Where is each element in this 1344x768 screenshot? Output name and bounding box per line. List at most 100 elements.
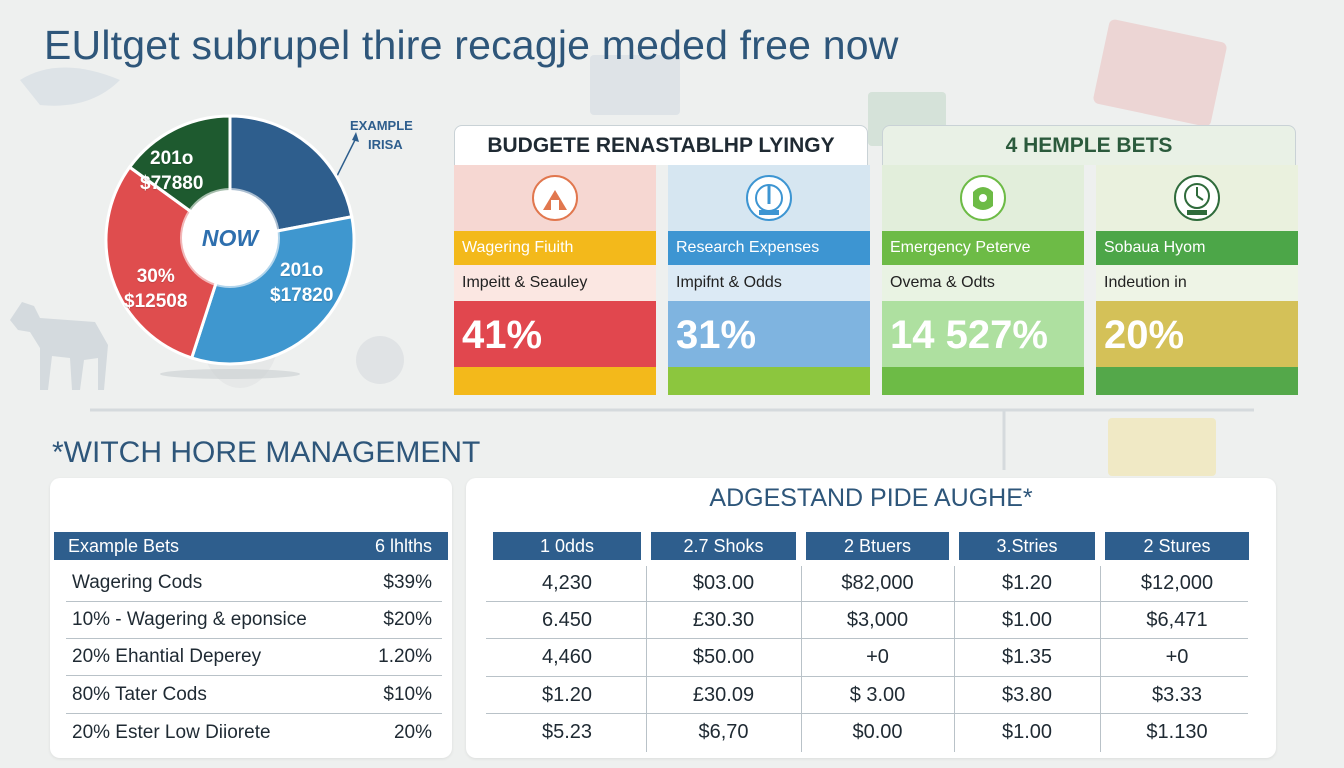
card-wagering: Wagering Fiuith Impeitt & Seauley 41% — [454, 165, 656, 395]
table-cell: 4,460 — [541, 646, 593, 668]
pie-center-label: NOW — [182, 190, 278, 286]
table-cell: $1.35 — [1001, 646, 1053, 668]
card-emergency: Emergency Peterve Ovema & Odts 14 527% — [882, 165, 1084, 395]
table-cell: +0 — [866, 646, 889, 668]
card-value-text: 20% — [1104, 313, 1185, 357]
house-icon — [532, 175, 578, 221]
table-cell: $0.00 — [852, 721, 903, 743]
table-cell: $3.80 — [1001, 684, 1053, 706]
row-value: $10% — [383, 684, 432, 705]
card-bar — [882, 367, 1084, 395]
table-cell: $5.23 — [541, 721, 593, 743]
table-cell: $1.00 — [1001, 721, 1053, 743]
card-bar — [668, 367, 870, 395]
slice-label-red-amount: $12508 — [124, 291, 188, 312]
col-divider — [954, 566, 955, 752]
section-title: *WITCH HORE MANAGEMENT — [52, 436, 481, 469]
col-divider — [646, 566, 647, 752]
table-cell: $1.20 — [541, 684, 593, 706]
table-cell: $1.130 — [1146, 721, 1208, 743]
col-header: 2.7 Shoks — [651, 532, 796, 560]
card-top — [454, 165, 656, 231]
table-cell: 4,230 — [541, 572, 593, 594]
card-subtitle: Indeution in — [1096, 265, 1298, 301]
table-cell: £30.30 — [692, 609, 755, 631]
card-value: 31% — [668, 301, 870, 395]
col-header: 3.Stries — [959, 532, 1095, 560]
card-top — [1096, 165, 1298, 231]
bets-panel-header: 4 HEMPLE BETS — [882, 125, 1296, 165]
row-label: Wagering Cods — [72, 572, 203, 593]
table-cell: £30.09 — [692, 684, 755, 706]
horse-silhouette — [10, 302, 108, 390]
row-divider — [486, 601, 1248, 602]
pie-shadow — [160, 369, 300, 379]
row-label: 20% Ester Low Diiorete — [72, 721, 271, 743]
table-cell: $82,000 — [841, 572, 914, 594]
card-value-text: 41% — [462, 313, 543, 357]
row-label: 80% Tater Cods — [72, 684, 207, 705]
table-cell: 6.450 — [541, 609, 593, 631]
row-divider — [486, 676, 1248, 677]
row-value: $39% — [383, 572, 432, 593]
card-top — [882, 165, 1084, 231]
pie-slice-3 — [104, 165, 232, 360]
col-divider — [1100, 566, 1101, 752]
example-legend-line-2: IRISA — [368, 137, 403, 152]
table-cell: $ 3.00 — [849, 684, 906, 706]
row-label: 10% - Wagering & eponsice — [72, 609, 307, 630]
card-bar — [454, 367, 656, 395]
table-cell: +0 — [1165, 646, 1189, 668]
card-label: Research Expenses — [668, 231, 870, 265]
card-subtitle: Impeitt & Seauley — [454, 265, 656, 301]
table-row: Wagering Cods $39% — [66, 565, 442, 602]
table-cell: $3,000 — [846, 609, 909, 631]
col-header: 2 Stures — [1105, 532, 1249, 560]
col-divider — [801, 566, 802, 752]
left-table-card — [50, 478, 452, 758]
table-cell: $50.00 — [692, 646, 755, 668]
table-cell: $03.00 — [692, 572, 755, 594]
card-value: 14 527% — [882, 301, 1084, 395]
shield-icon — [960, 175, 1006, 221]
table-cell: $3.33 — [1151, 684, 1203, 706]
slice-label-red: 30% $12508 — [124, 264, 187, 314]
card-value: 41% — [454, 301, 656, 395]
table-cell: $1.00 — [1001, 609, 1053, 631]
row-value: 1.20% — [378, 646, 432, 667]
left-table-header: Example Bets 6 lhlths — [54, 532, 448, 560]
clock-icon — [1174, 175, 1220, 221]
table-cell: $1.20 — [1001, 572, 1053, 594]
example-legend-line-1: EXAMPLE — [350, 118, 413, 133]
slice-label-red-percent: 30% — [136, 266, 175, 287]
card-value: 20% — [1096, 301, 1298, 395]
slice-label-green-amount: $77880 — [140, 173, 204, 194]
table-row: 80% Tater Cods $10% — [66, 677, 442, 714]
slice-label-blue-amount: $17820 — [270, 285, 334, 306]
slice-label-green: 201o $77880 — [140, 146, 203, 196]
slice-label-blue-year: 201o — [280, 260, 324, 281]
table-row: 20% Ehantial Deperey 1.20% — [66, 639, 442, 676]
row-value: $20% — [383, 609, 432, 630]
slice-label-blue: 201o $17820 — [270, 258, 333, 308]
card-subtitle: Impifnt & Odds — [668, 265, 870, 301]
table-cell: $12,000 — [1140, 572, 1214, 594]
example-legend: EXAMPLE IRISA — [350, 116, 413, 154]
card-subtitle: Ovema & Odts — [882, 265, 1084, 301]
left-table-header-value: 6 lhlths — [374, 535, 432, 556]
right-table-title: ADGESTAND PIDE AUGHE* — [709, 484, 1033, 512]
budget-panel-header: BUDGETE RENASTABLHP LYINGY — [454, 125, 868, 165]
right-table-card — [466, 478, 1276, 758]
card-sobaua: Sobaua Hyom Indeution in 20% — [1096, 165, 1298, 395]
card-value-text: 31% — [676, 313, 757, 357]
left-table-header-label: Example Bets — [68, 535, 180, 556]
table-cell: $6,70 — [698, 721, 749, 743]
row-divider — [486, 713, 1248, 714]
col-header: 2 Btuers — [806, 532, 949, 560]
card-label: Sobaua Hyom — [1096, 231, 1298, 265]
slice-label-green-year: 201o — [150, 148, 194, 169]
card-label: Emergency Peterve — [882, 231, 1084, 265]
table-row: 10% - Wagering & eponsice $20% — [66, 602, 442, 639]
